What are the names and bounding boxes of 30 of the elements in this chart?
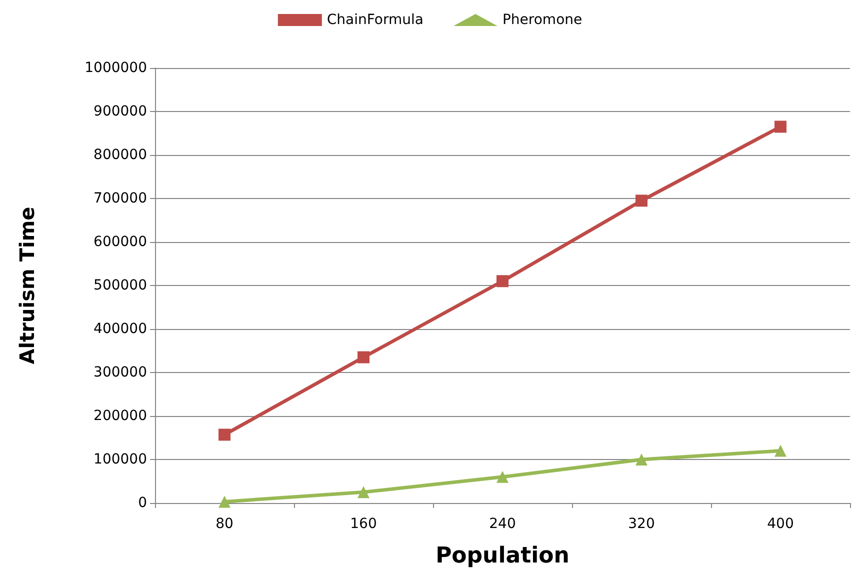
point [496,470,508,483]
x-axis-title: Population [436,544,570,568]
point [774,444,786,457]
y-tick-label: 600000 [94,234,147,250]
legend-label: ChainFormula [326,12,424,28]
y-tick-label: 1000000 [84,60,147,76]
point [218,428,230,441]
point [358,486,370,498]
y-tick-label: 400000 [94,321,147,337]
y-tick-label: 700000 [94,190,147,206]
legend-label: Pheromone [502,12,582,28]
point [636,194,648,207]
y-tick-label: 800000 [94,147,147,163]
point [358,351,370,364]
x-tick-label: 400 [767,516,794,532]
point [636,454,648,466]
y-axis-title: Altruism Time [15,206,39,364]
y-tick-label: 300000 [94,364,147,380]
x-tick-label: 240 [489,516,516,532]
x-tick-label: 160 [350,516,377,532]
y-tick-label: 900000 [94,104,147,120]
x-tick-label: 320 [628,516,655,532]
x-tick-label: 80 [216,516,234,532]
y-tick-label: 200000 [94,408,147,424]
y-tick-label: 0 [138,495,147,511]
point [496,275,508,288]
point [774,120,786,133]
y-tick-label: 500000 [94,278,147,294]
y-tick-label: 100000 [94,452,147,468]
point [218,496,230,508]
